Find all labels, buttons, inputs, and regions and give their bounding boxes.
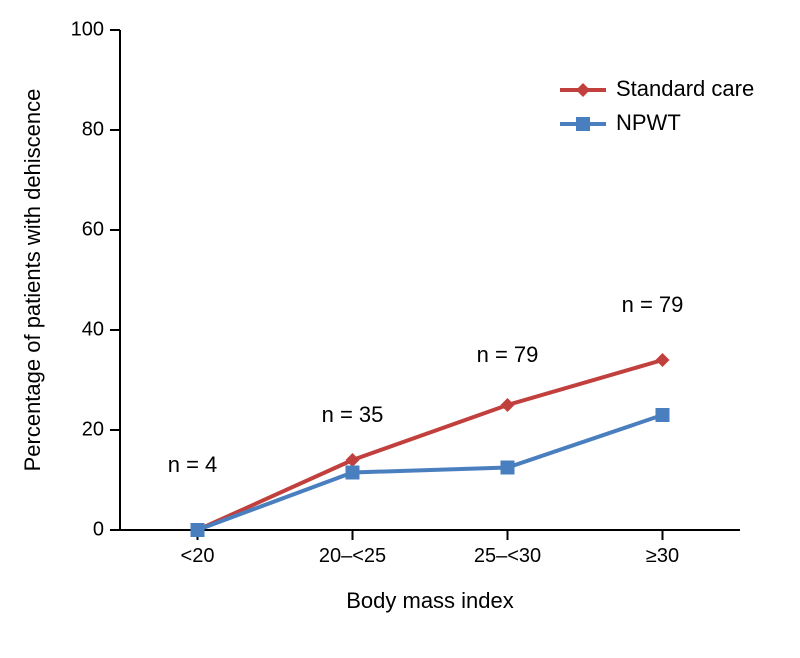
svg-text:80: 80 [82,118,104,140]
data-label-1: n = 35 [322,402,384,427]
svg-text:<20: <20 [181,545,215,567]
line-chart: 0 20 40 60 80 100 <20 20–<25 25–<30 ≥30 Body mass … [0,0,800,658]
legend-label-1: NPWT [616,110,681,135]
svg-text:≥30: ≥30 [646,545,679,567]
svg-text:Body mass index: Body mass index [346,588,514,613]
svg-text:40: 40 [82,318,104,340]
legend-label-0: Standard care [616,76,754,101]
data-label-2: n = 79 [477,342,539,367]
svg-text:25–<30: 25–<30 [474,545,541,567]
svg-text:Percentage of patients with de: Percentage of patients with dehiscence [20,89,45,472]
data-label-3: n = 79 [622,292,684,317]
svg-text:20: 20 [82,418,104,440]
svg-text:0: 0 [93,518,104,540]
svg-text:20–<25: 20–<25 [319,545,386,567]
chart-container: 0 20 40 60 80 100 <20 20–<25 25–<30 ≥30 Body mass … [0,0,800,658]
svg-text:100: 100 [71,18,104,40]
data-label-0: n = 4 [168,452,218,477]
svg-text:60: 60 [82,218,104,240]
